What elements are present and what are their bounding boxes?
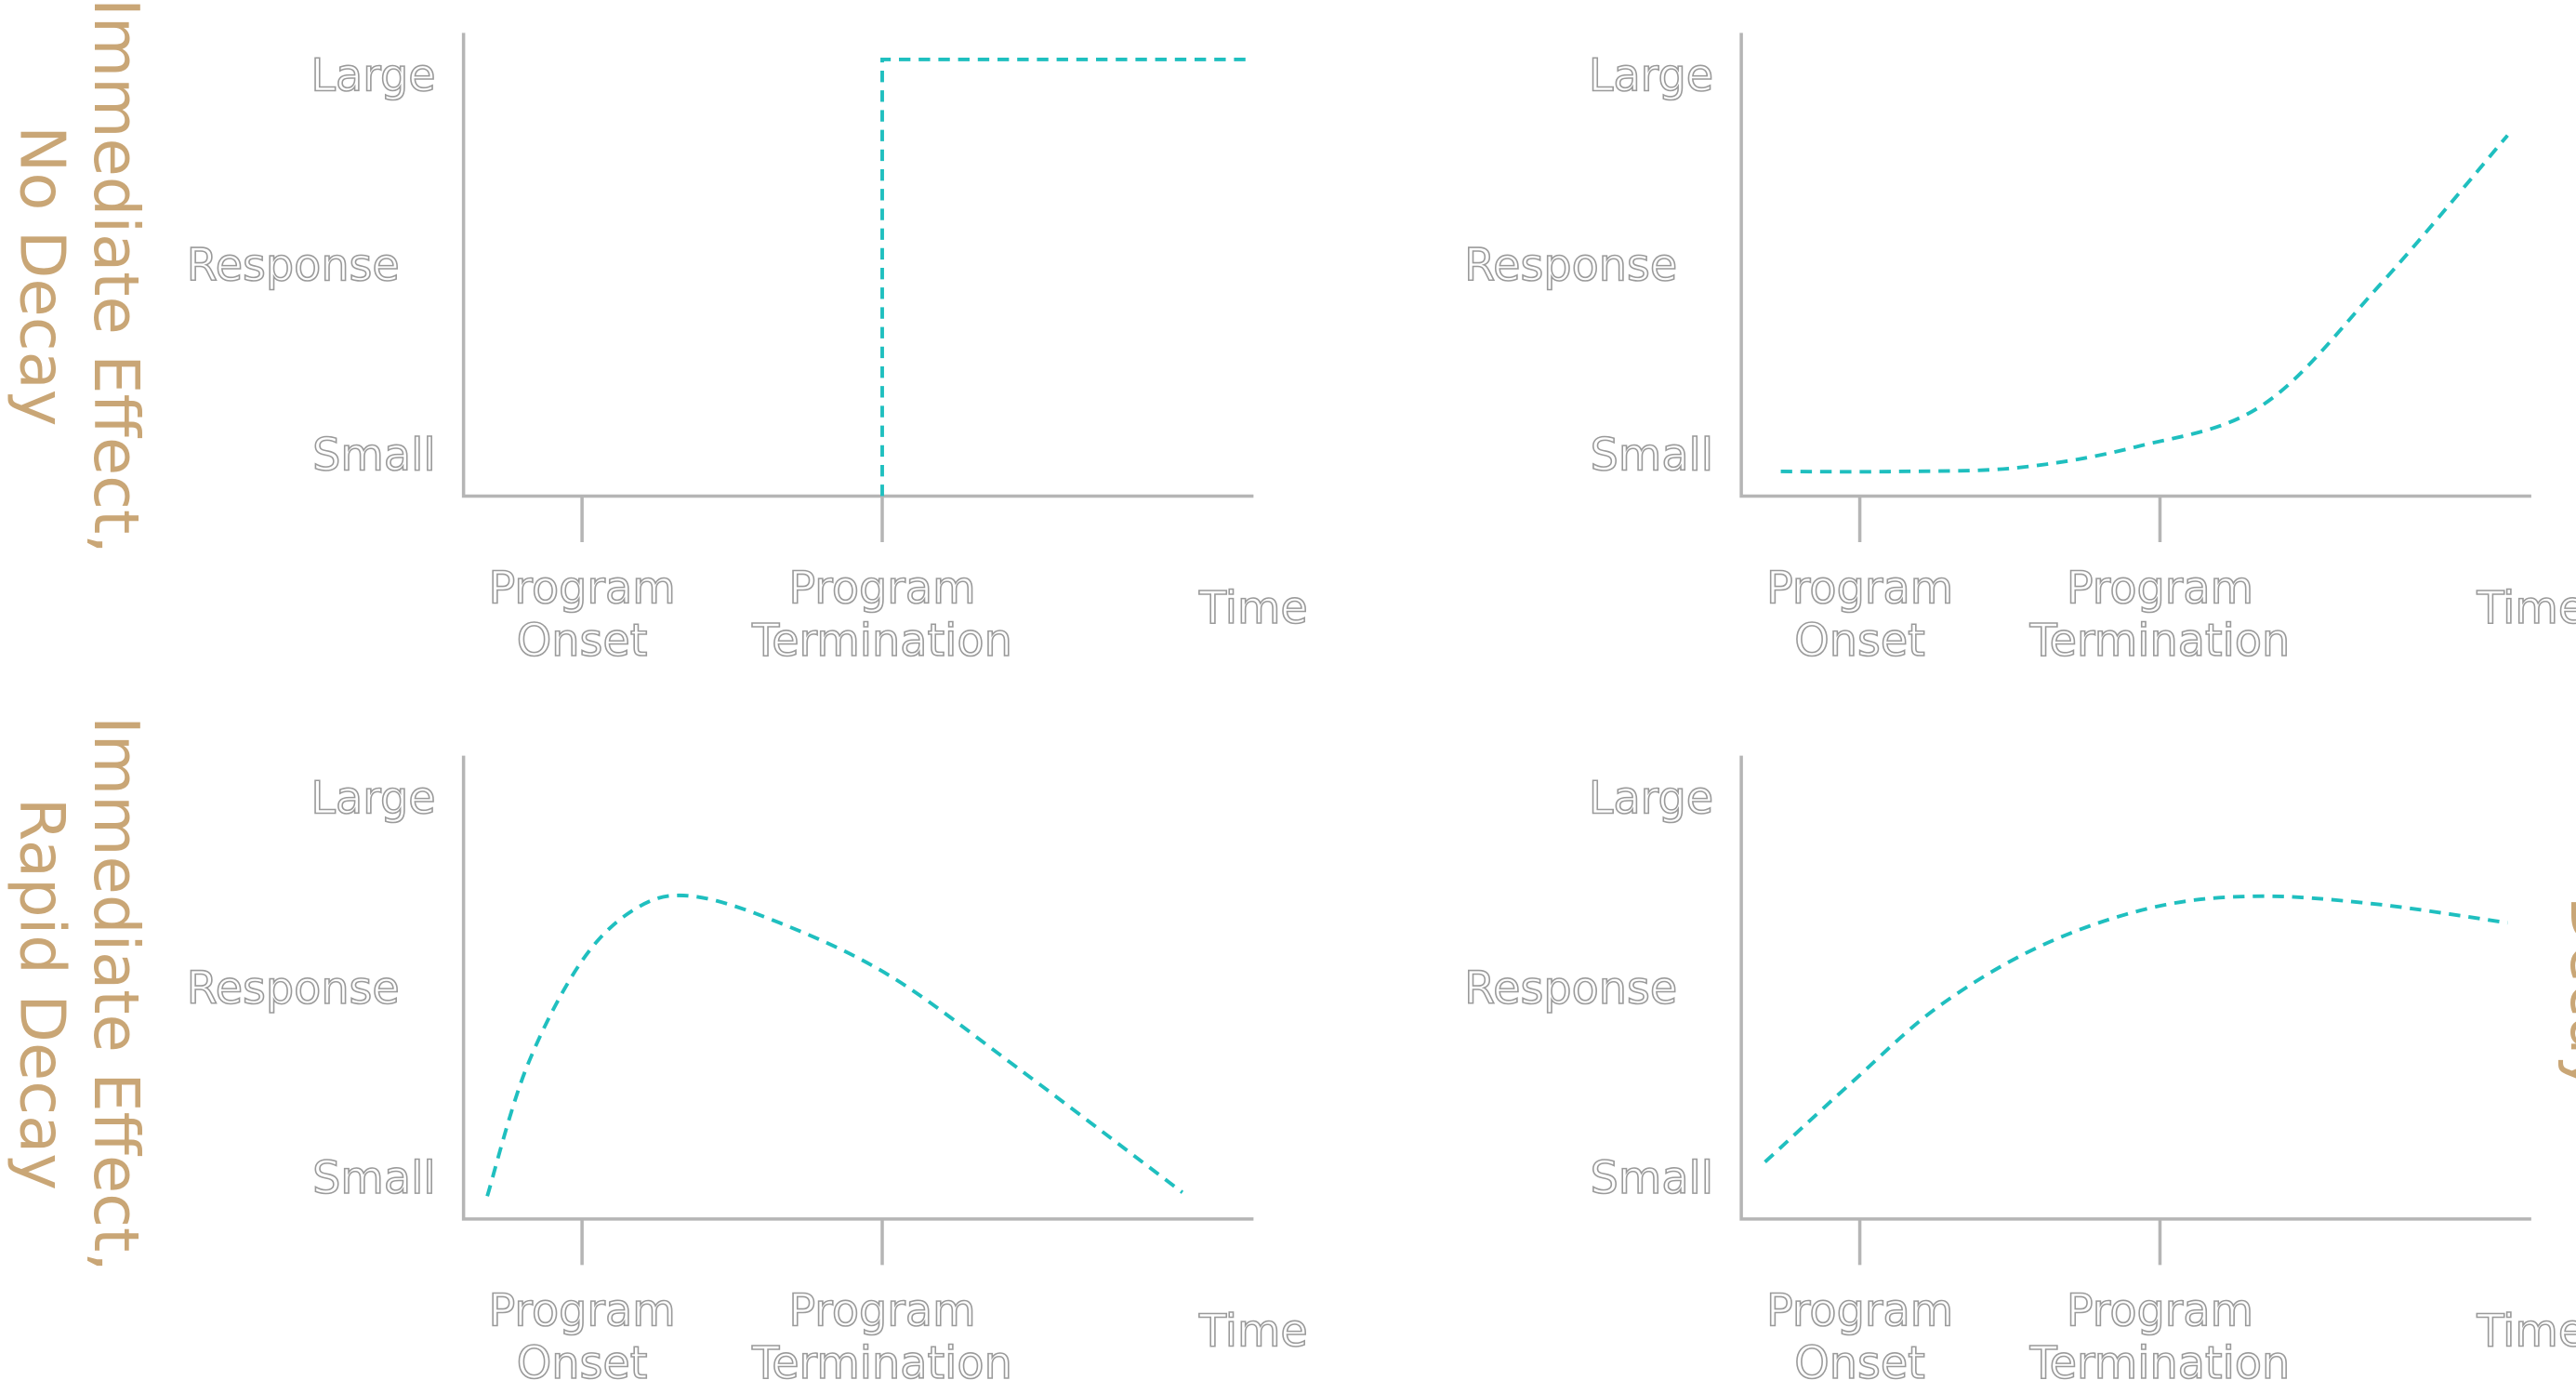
x-tick-label: Program Onset (1766, 1286, 1953, 1380)
x-tick-label: Program Termination (751, 563, 1012, 667)
x-tick-label: Program Termination (2029, 563, 2291, 667)
chart-title: No Decay (7, 126, 79, 426)
y-tick-label: Small (1591, 431, 1713, 482)
y-axis-label: Response (187, 963, 400, 1015)
line (485, 893, 1184, 1197)
y-tick-label: Large (310, 50, 435, 101)
y-axis-label: Response (187, 241, 400, 292)
y-tick-label: Large (1589, 50, 1713, 101)
x-tick-label: Program Onset (488, 1286, 675, 1380)
y-tick-label: Small (312, 431, 435, 482)
y-axis-label: Response (1464, 963, 1677, 1015)
x-axis-label: Time (1198, 1307, 1308, 1358)
axis-line (1739, 33, 2531, 498)
y-tick-label: Small (1591, 1153, 1713, 1204)
y-axis-label: Response (1464, 241, 1677, 292)
chart-title: Rapid Decay (7, 798, 79, 1190)
line (880, 57, 1254, 497)
axis-line (461, 755, 1254, 1221)
x-tick-label: Program Termination (2029, 1286, 2291, 1380)
x-tick-label: Program Onset (1766, 563, 1953, 667)
axis-line (461, 33, 1254, 498)
x-axis-label: Time (2477, 583, 2576, 634)
x-tick-label: Program Onset (488, 563, 675, 667)
line (1780, 134, 2509, 474)
y-tick-label: Small (312, 1153, 435, 1204)
x-tick-label: Program Termination (751, 1286, 1012, 1380)
chart-title: Immediate Effect, (80, 0, 152, 554)
x-axis-label: Time (2477, 1307, 2576, 1358)
x-axis-label: Time (1198, 583, 1308, 634)
y-tick-label: Large (310, 774, 435, 825)
chart-title: Immediate Effect, (80, 716, 152, 1272)
y-tick-label: Large (1589, 774, 1713, 825)
axis-line (1739, 755, 2531, 1221)
chart-title: Decay (2556, 896, 2576, 1092)
line (1764, 894, 2508, 1164)
